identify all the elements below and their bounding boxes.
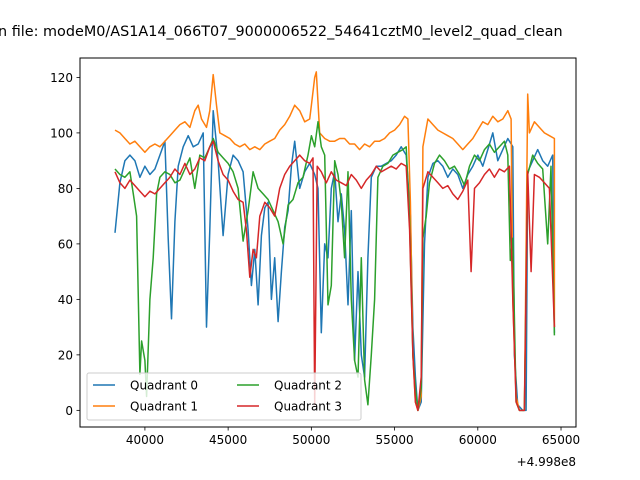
- y-tick-label: 60: [58, 237, 73, 251]
- series-line-quadrant-1: [114, 71, 556, 412]
- legend-label-quadrant-1: Quadrant 1: [130, 400, 198, 414]
- chart-title: n file: modeM0/AS1A14_066T07_9000006522_…: [0, 24, 563, 40]
- x-tick-label: 55000: [375, 433, 413, 447]
- y-tick-label: 40: [58, 293, 73, 307]
- y-tick-label: 20: [58, 348, 73, 362]
- y-tick-label: 80: [58, 182, 73, 196]
- x-offset-label: +4.998e8: [517, 455, 576, 469]
- legend-box: [86, 372, 362, 421]
- series-lines: [114, 71, 556, 412]
- y-tick-label: 0: [65, 404, 73, 418]
- legend: Quadrant 0 Quadrant 1 Quadrant 2 Quadrant 3: [86, 372, 362, 421]
- y-tick-label: 120: [50, 71, 73, 85]
- series-line-quadrant-3: [114, 140, 556, 412]
- x-tick-label: 50000: [292, 433, 330, 447]
- axis-ticks: 40000 45000 50000 55000 60000 65000 0 20 40 60 80 1…: [50, 71, 580, 447]
- y-tick-label: 100: [50, 126, 73, 140]
- legend-items: Quadrant 0 Quadrant 1 Quadrant 2 Quadrant 3: [93, 379, 342, 414]
- legend-label-quadrant-2: Quadrant 2: [274, 379, 342, 393]
- plot-frame: [79, 57, 577, 428]
- series-line-quadrant-2: [114, 121, 556, 412]
- x-tick-label: 45000: [209, 433, 247, 447]
- x-tick-label: 40000: [126, 433, 164, 447]
- legend-label-quadrant-3: Quadrant 3: [274, 400, 342, 414]
- legend-label-quadrant-0: Quadrant 0: [130, 379, 198, 393]
- x-tick-label: 60000: [459, 433, 497, 447]
- x-tick-label: 65000: [542, 433, 580, 447]
